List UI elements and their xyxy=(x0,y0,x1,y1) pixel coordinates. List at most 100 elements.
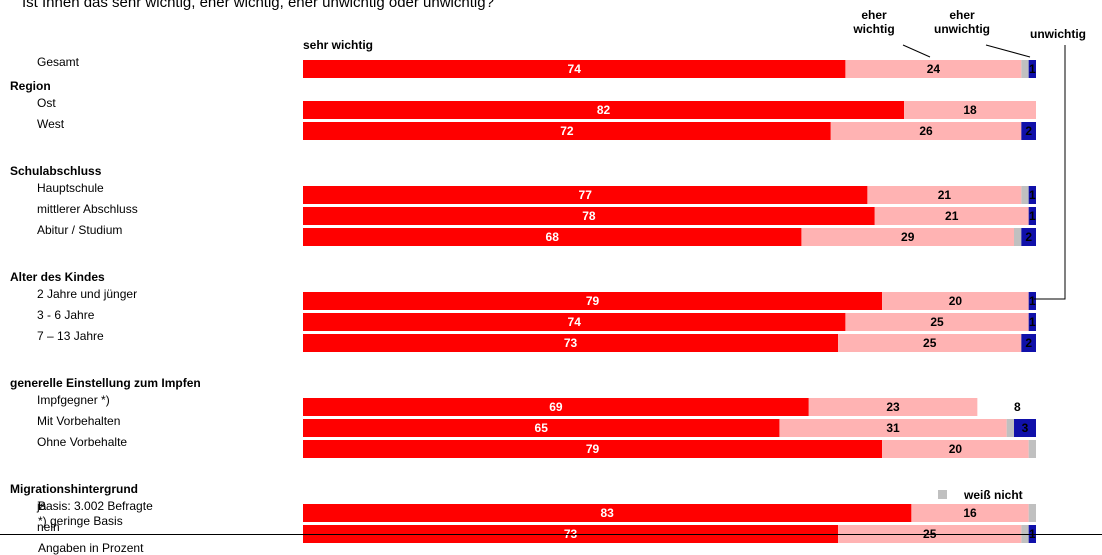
bar-segment-unwichtig xyxy=(1028,313,1036,331)
bar-segment-sehr-wichtig xyxy=(303,334,839,352)
bar-segment-sehr-wichtig xyxy=(303,313,846,331)
leader-line-eher-wichtig xyxy=(902,44,931,58)
bar-segment-eher-wichtig xyxy=(911,504,1029,522)
bar-segment-eher-wichtig xyxy=(904,101,1036,119)
data-label: 21 xyxy=(945,209,959,223)
data-label: 78 xyxy=(582,209,596,223)
bar-segment-unwichtig xyxy=(1014,419,1036,437)
bar-segment-sehr-wichtig xyxy=(303,101,905,119)
data-label: 8 xyxy=(1014,400,1021,414)
group-title: Schulabschluss xyxy=(10,164,102,178)
bar-segment-sehr-wichtig xyxy=(303,419,780,437)
row-label: Mit Vorbehalten xyxy=(37,414,120,428)
data-label: 29 xyxy=(901,230,915,244)
series-header-eher-wichtig: wichtig xyxy=(852,22,894,36)
bar-segment-eher-unwichtig xyxy=(1006,419,1015,437)
data-label: 82 xyxy=(597,103,611,117)
bar-segment-unwichtig xyxy=(1028,207,1036,225)
bar-segment-eher-wichtig xyxy=(882,292,1029,310)
data-label: 3 xyxy=(1022,421,1029,435)
data-label: 2 xyxy=(1025,230,1032,244)
bar-segment-eher-wichtig xyxy=(779,419,1007,437)
data-label: 1 xyxy=(1029,315,1036,329)
data-label: 79 xyxy=(586,294,600,308)
question-text: Ist Ihnen das sehr wichtig, eher wichtig… xyxy=(22,0,494,11)
bar-segment-unwichtig xyxy=(1028,186,1036,204)
bar-segment-eher-unwichtig xyxy=(1021,186,1029,204)
row-label: ja xyxy=(36,499,47,513)
data-label: 2 xyxy=(1025,124,1032,138)
data-label: 83 xyxy=(601,506,615,520)
bar-segment-sehr-wichtig xyxy=(303,186,868,204)
data-label: 65 xyxy=(535,421,549,435)
leader-line-eher-unwichtig xyxy=(985,44,1031,58)
data-label: 1 xyxy=(1029,209,1036,223)
data-label: 74 xyxy=(568,62,582,76)
series-header-sehr-wichtig: sehr wichtig xyxy=(303,38,373,52)
data-label: 68 xyxy=(546,230,560,244)
data-label: 79 xyxy=(586,442,600,456)
bar-segment-sehr-wichtig xyxy=(303,504,912,522)
bar-segment-unwichtig xyxy=(1028,292,1036,310)
row-label: 7 – 13 Jahre xyxy=(37,329,104,343)
row-label: Hauptschule xyxy=(37,181,104,195)
data-label: 74 xyxy=(568,315,582,329)
data-label: 1 xyxy=(1029,62,1036,76)
data-label: 18 xyxy=(963,103,977,117)
bar-segment-unwichtig xyxy=(1021,122,1036,140)
bar-segment-unwichtig xyxy=(1021,228,1036,246)
legend-label-weiss-nicht: weiß nicht xyxy=(963,488,1023,502)
group-title: Migrationshintergrund xyxy=(10,482,138,496)
bar-segment-eher-wichtig xyxy=(845,313,1029,331)
data-label: 1 xyxy=(1029,188,1036,202)
row-label: Gesamt xyxy=(37,55,80,69)
series-header-eher-unwichtig: unwichtig xyxy=(934,22,990,36)
bar-segment-unwichtig xyxy=(1028,60,1036,78)
data-label: 20 xyxy=(949,442,963,456)
row-label: 3 - 6 Jahre xyxy=(37,308,95,322)
bar-segment-eher-wichtig xyxy=(801,228,1015,246)
data-label: 31 xyxy=(886,421,900,435)
bar-segment-sehr-wichtig xyxy=(303,122,831,140)
data-label: 23 xyxy=(886,400,900,414)
bar-segment-eher-wichtig xyxy=(882,440,1029,458)
bar-segment-sehr-wichtig xyxy=(303,440,883,458)
bar-segment-sehr-wichtig xyxy=(303,60,846,78)
bar-segment-eher-wichtig xyxy=(838,334,1022,352)
series-header-unwichtig: unwichtig xyxy=(1030,27,1086,41)
series-header-eher-unwichtig: eher xyxy=(949,8,975,22)
basis-note: Basis: 3.002 Befragte xyxy=(38,499,153,513)
footer-divider xyxy=(0,534,1102,535)
data-label: 77 xyxy=(579,188,593,202)
row-label: nein xyxy=(37,520,60,534)
bar-segment-sehr-wichtig xyxy=(303,292,883,310)
group-title: generelle Einstellung zum Impfen xyxy=(10,376,201,390)
row-label: Impfgegner *) xyxy=(37,393,110,407)
bar-segment-sehr-wichtig xyxy=(303,207,875,225)
bar-segment-eher-wichtig xyxy=(808,398,978,416)
row-label: West xyxy=(37,117,65,131)
data-label: 16 xyxy=(963,506,977,520)
bar-segment-eher-wichtig xyxy=(867,186,1022,204)
bar-segment-sehr-wichtig xyxy=(303,228,802,246)
legend-swatch-weiss-nicht xyxy=(938,490,947,499)
series-header-eher-wichtig: eher xyxy=(861,8,887,22)
group-title: Alter des Kindes xyxy=(10,270,105,284)
row-label: Abitur / Studium xyxy=(37,223,122,237)
data-label: 26 xyxy=(919,124,933,138)
small-base-note: *) geringe Basis xyxy=(38,514,123,528)
bar-segment-unwichtig xyxy=(1021,334,1036,352)
bar-segment-eher-unwichtig xyxy=(1021,60,1029,78)
bar-segment-sehr-wichtig xyxy=(303,398,809,416)
data-label: 20 xyxy=(949,294,963,308)
bar-segment-eher-wichtig xyxy=(874,207,1029,225)
row-label: Ohne Vorbehalte xyxy=(37,435,127,449)
data-label: 25 xyxy=(923,336,937,350)
row-label: mittlerer Abschluss xyxy=(37,202,138,216)
data-label: 24 xyxy=(927,62,941,76)
row-label: Ost xyxy=(37,96,56,110)
data-label: 72 xyxy=(560,124,574,138)
bar-segment-eher-unwichtig xyxy=(1028,440,1036,458)
units-note: Angaben in Prozent xyxy=(38,541,144,555)
